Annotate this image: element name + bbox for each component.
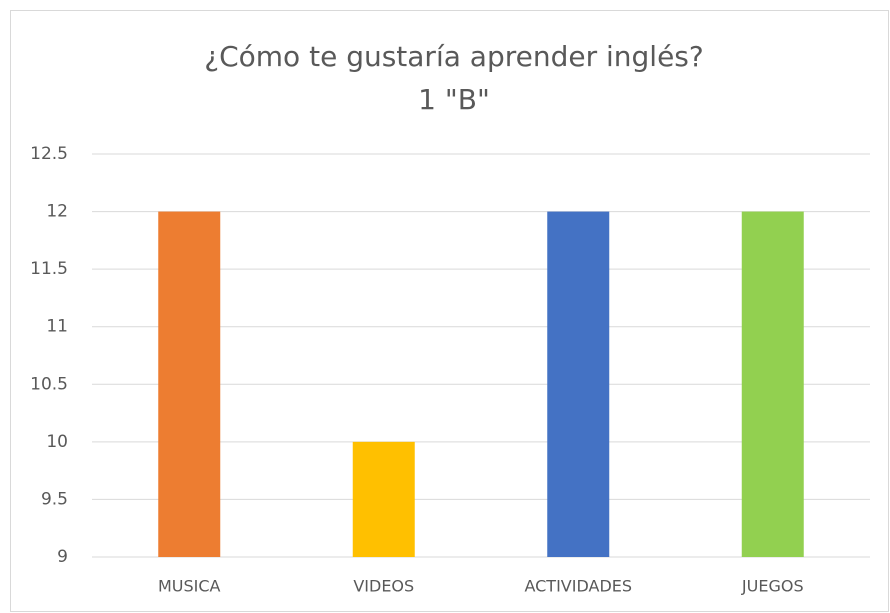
- bar: [352, 441, 415, 557]
- chart-subtitle: 1 "B": [418, 83, 490, 116]
- y-tick-label: 9.5: [41, 489, 68, 509]
- y-tick-label: 10: [46, 432, 68, 452]
- y-tick-label: 9: [57, 547, 68, 567]
- bar: [158, 211, 221, 558]
- x-tick-label: VIDEOS: [353, 577, 414, 596]
- y-tick-label: 11: [46, 317, 68, 337]
- y-tick-label: 12.5: [30, 144, 68, 164]
- y-tick-label: 11.5: [30, 259, 68, 279]
- bar: [547, 211, 610, 558]
- x-tick-label: MUSICA: [158, 577, 221, 596]
- bar: [741, 211, 804, 558]
- y-tick-label: 10.5: [30, 374, 68, 394]
- y-tick-label: 12: [46, 202, 68, 222]
- x-tick-label: ACTIVIDADES: [524, 577, 632, 596]
- chart-title: ¿Cómo te gustaría aprender inglés?: [204, 40, 704, 73]
- x-tick-label: JUEGOS: [741, 577, 804, 596]
